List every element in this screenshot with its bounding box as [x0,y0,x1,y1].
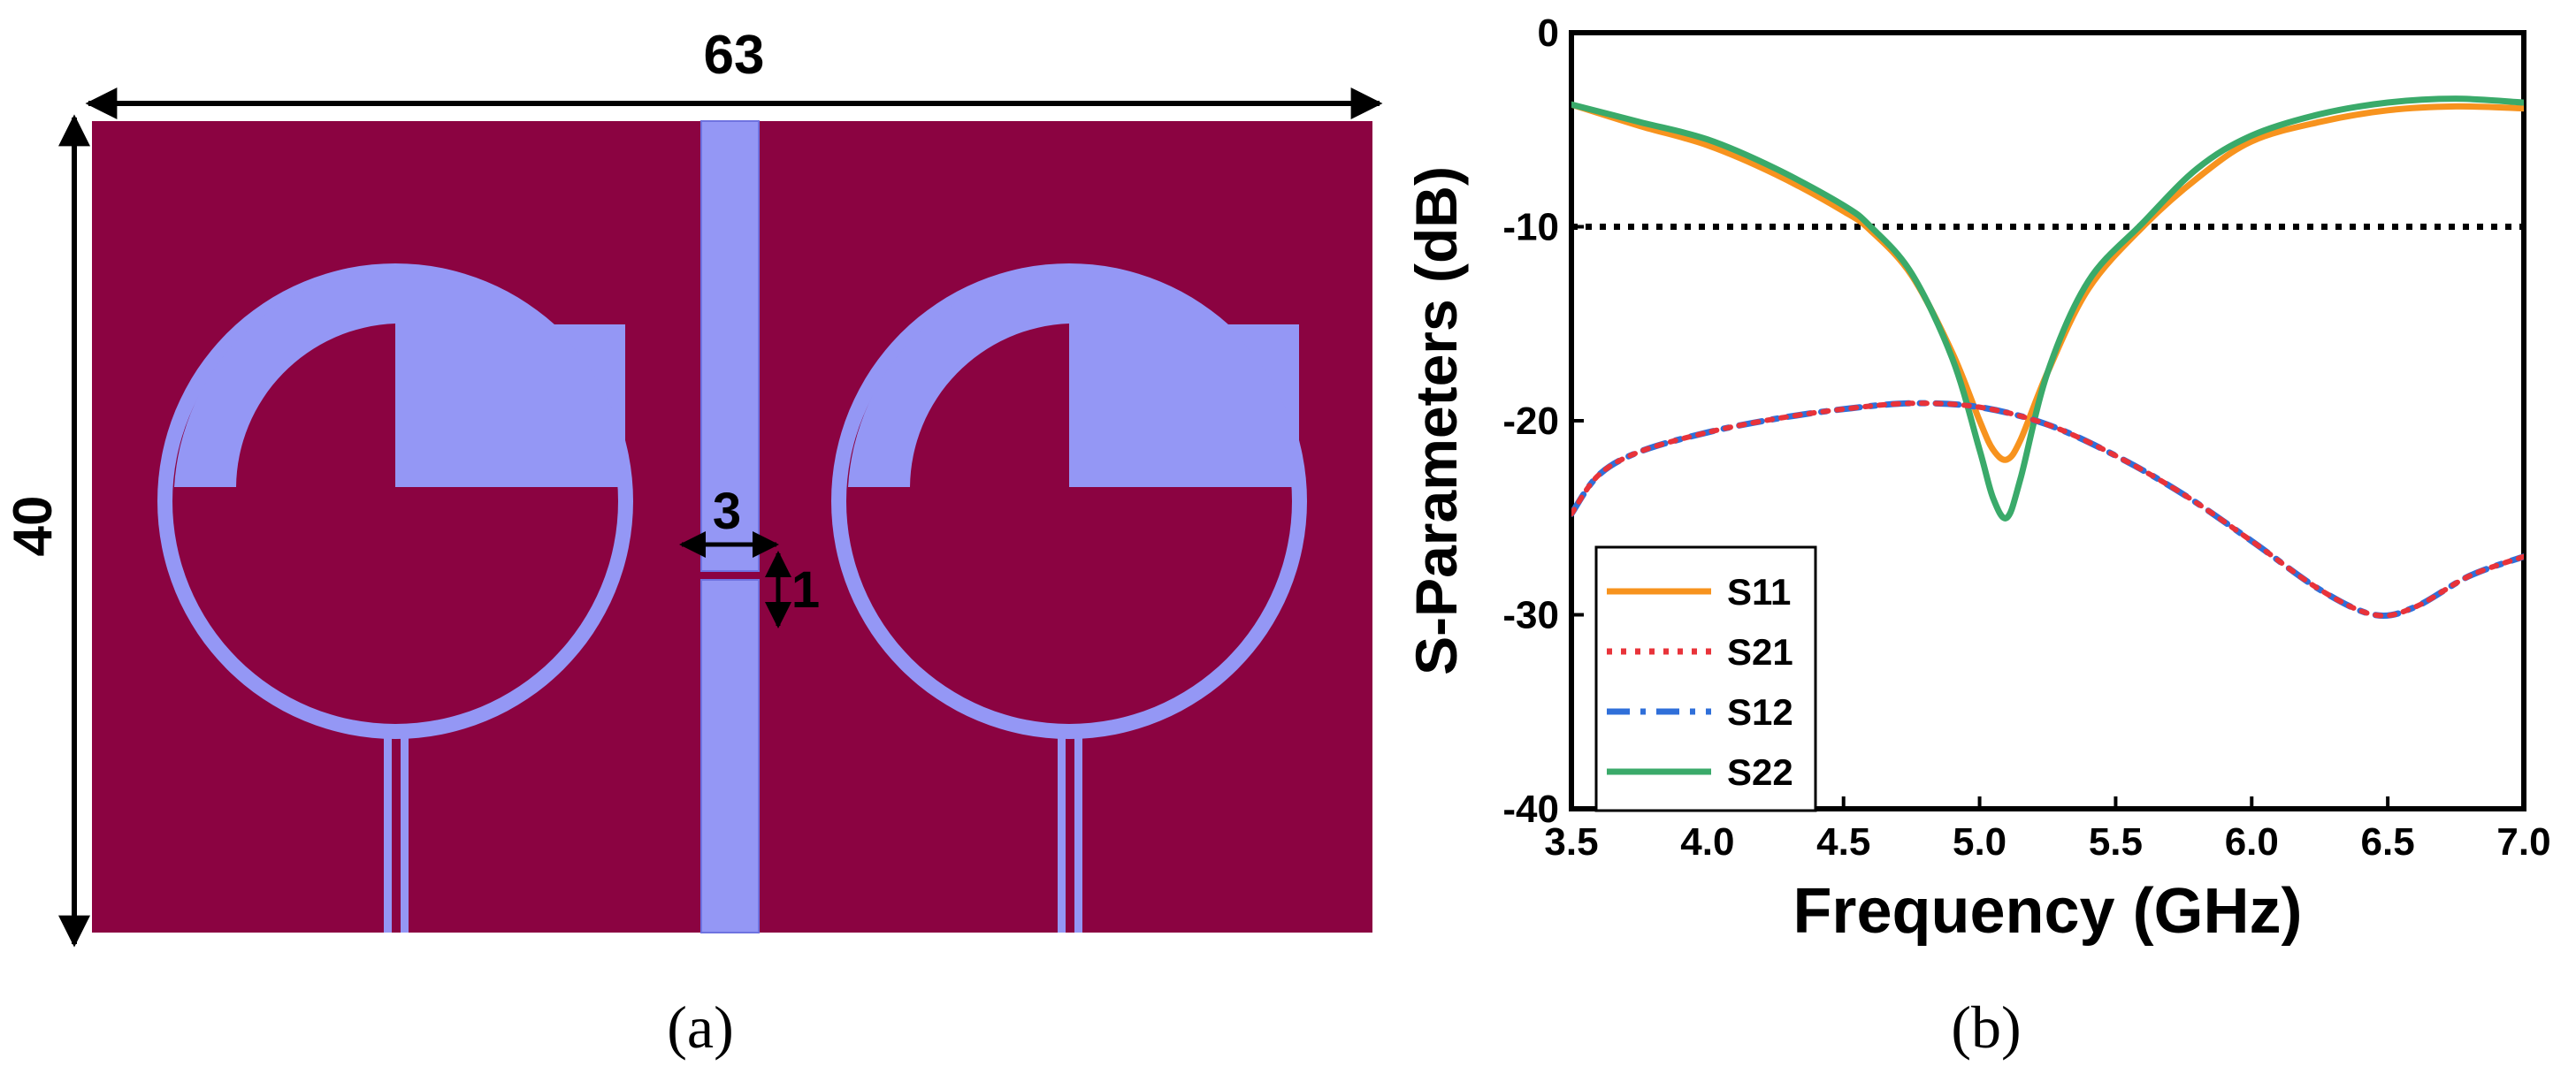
left-antenna-element [157,263,633,933]
y-axis-label: S-Parameters (dB) [1403,166,1469,675]
x-tick-label: 4.0 [1680,820,1734,864]
series-line-s22 [1571,95,2524,522]
panel-a-caption: (a) [667,994,733,1061]
x-axis-label: Frequency (GHz) [1792,876,2302,947]
y-tick-label: 0 [1538,11,1559,55]
legend-label-s21: S21 [1727,631,1793,673]
legend-label-s11: S11 [1727,571,1791,613]
left-feed-line-b [401,738,409,933]
series-line-s21 [1571,400,2524,619]
x-tick-label: 3.5 [1544,820,1598,864]
series-line-s11 [1571,101,2524,463]
legend-label-s22: S22 [1727,751,1793,793]
x-tick-label: 6.5 [2361,820,2415,864]
right-feed-line-b [1074,738,1082,933]
panel-b-chart: 3.5 4.0 4.5 5.0 5.5 6.0 6.5 7.0 0 -10 -20 -30 -40 Fre… [1403,11,2551,1061]
right-quarter-cap [1069,265,1304,487]
y-tick-label: -20 [1502,400,1559,443]
y-tick-label: -10 [1502,206,1559,249]
chart-area: 3.5 4.0 4.5 5.0 5.5 6.0 6.5 7.0 0 -10 -20 -30 -40 Fre… [1403,11,2551,947]
x-tick-label: 4.5 [1816,820,1870,864]
gap-height-label: 1 [791,561,820,619]
x-tick-label: 7.0 [2496,820,2550,864]
right-crescent-patch [848,266,1069,487]
x-tick-label: 5.5 [2089,820,2143,864]
right-feed-line-a [1058,738,1066,933]
legend-label-s12: S12 [1727,691,1793,733]
series-group [1571,95,2524,620]
strip-upper [700,120,760,572]
legend: S11 S21 S12 S22 [1594,545,1817,812]
panel-a-antenna-layout: 63 40 3 1 (a) [3,25,1383,1061]
left-quarter-cap [395,265,631,487]
x-tick-label: 6.0 [2225,820,2279,864]
y-tick-label: -40 [1502,788,1559,831]
x-tick-label: 5.0 [1953,820,2007,864]
right-antenna-element [831,263,1307,933]
gap-width-label: 3 [713,483,741,540]
left-feed-line-a [384,738,392,933]
isolation-strip [700,120,760,933]
left-crescent-patch [174,266,395,487]
strip-lower [700,579,760,933]
panel-b-caption: (b) [1951,994,2021,1061]
y-tick-label: -30 [1502,594,1559,637]
height-dimension-label: 40 [3,496,64,557]
width-dimension-label: 63 [704,25,765,86]
